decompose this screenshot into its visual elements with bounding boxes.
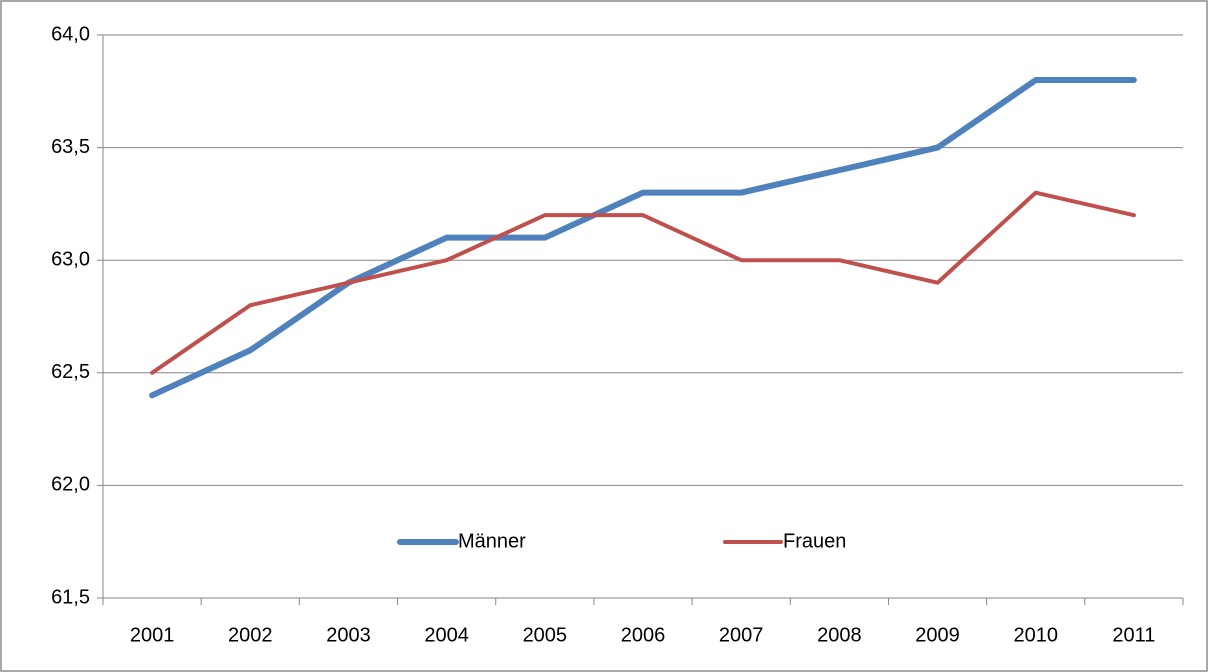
- y-tick-label: 63,0: [51, 248, 90, 270]
- legend-label: Frauen: [783, 530, 846, 552]
- x-tick-label: 2009: [915, 624, 960, 646]
- y-tick-label: 62,0: [51, 474, 90, 496]
- x-tick-label: 2006: [621, 624, 666, 646]
- y-tick-label: 62,5: [51, 361, 90, 383]
- x-tick-label: 2007: [719, 624, 764, 646]
- x-tick-label: 2005: [523, 624, 568, 646]
- series-line: [150, 190, 1136, 375]
- series-line: [149, 77, 1137, 399]
- y-tick-label: 63,5: [51, 136, 90, 158]
- x-tick-label: 2011: [1112, 624, 1155, 646]
- x-tick-label: 2008: [817, 624, 862, 646]
- legend-label: Männer: [458, 530, 526, 552]
- x-tick-label: 2004: [424, 624, 469, 646]
- y-tick-label: 61,5: [51, 586, 90, 608]
- x-tick-label: 2002: [228, 624, 273, 646]
- x-tick-label: 2003: [326, 624, 371, 646]
- x-tick-label: 2001: [130, 624, 175, 646]
- y-tick-label: 64,0: [51, 23, 90, 45]
- x-tick-label: 2010: [1013, 624, 1058, 646]
